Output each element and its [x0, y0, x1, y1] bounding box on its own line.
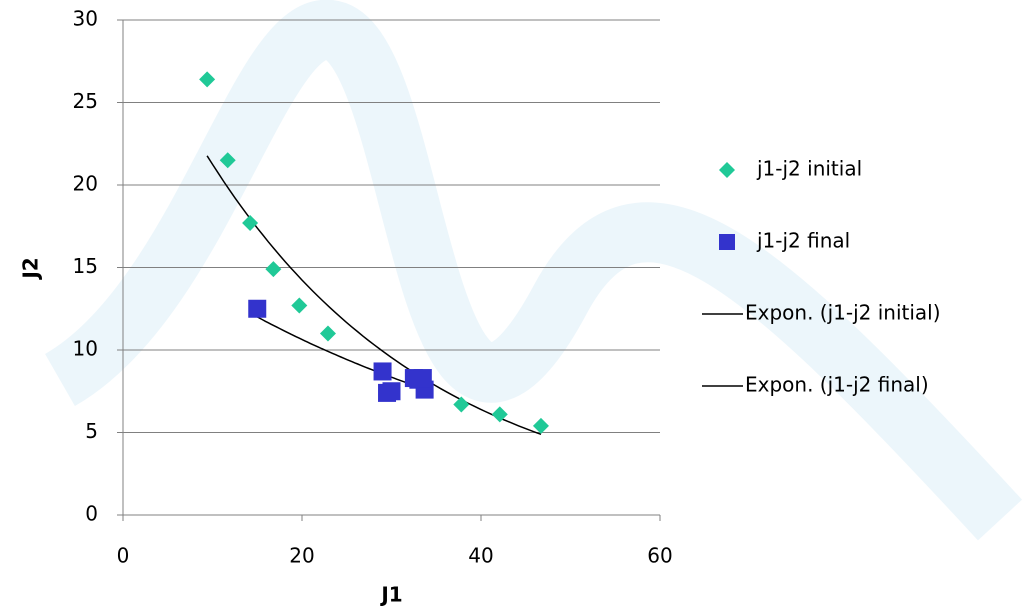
x-axis-title: J1	[379, 583, 402, 607]
point	[242, 215, 258, 231]
trendline	[257, 317, 424, 389]
legend-marker	[719, 234, 735, 250]
y-tick-label: 30	[73, 7, 98, 31]
y-axis-title: J2	[19, 257, 43, 280]
legend-label: j1-j2 initial	[756, 157, 862, 181]
point	[414, 369, 432, 387]
point	[374, 362, 392, 380]
legend-label: Expon. (j1-j2 initial)	[745, 301, 941, 325]
x-tick-label: 20	[289, 544, 314, 568]
legend-label: Expon. (j1-j2 final)	[745, 373, 929, 397]
y-tick-label: 5	[85, 419, 98, 443]
y-tick-label: 20	[73, 172, 98, 196]
point	[320, 326, 336, 342]
chart: J1 J2 0 5 10 15 20 25 30 0 20 40 60 j1-j2 initial j1…	[0, 0, 1034, 611]
point	[291, 297, 307, 313]
page: {"chart_data": { "type": "scatter", "x_l…	[0, 0, 1034, 611]
point	[265, 261, 281, 277]
watermark	[60, 30, 1000, 520]
y-tick-label: 10	[73, 337, 98, 361]
y-tick-label: 0	[85, 502, 98, 526]
x-tick-label: 40	[468, 544, 493, 568]
point	[453, 396, 469, 412]
legend-marker	[719, 162, 735, 178]
x-tick-label: 0	[117, 544, 130, 568]
legend-label: j1-j2 final	[756, 229, 850, 253]
y-tick-label: 25	[73, 89, 98, 113]
point	[383, 382, 401, 400]
point	[199, 71, 215, 87]
point	[248, 300, 266, 318]
x-tick-label: 60	[647, 544, 672, 568]
y-tick-label: 15	[73, 254, 98, 278]
